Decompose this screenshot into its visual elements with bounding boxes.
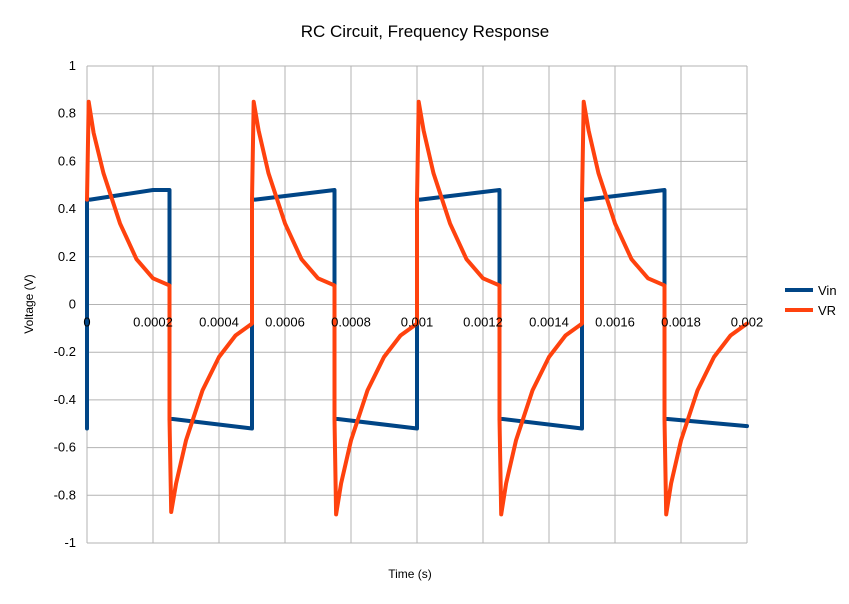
y-tick-label: -1 <box>64 535 76 550</box>
x-tick-label: 0.0004 <box>199 315 239 330</box>
series-line-vr <box>85 99 749 517</box>
x-tick-label: 0.0006 <box>265 315 305 330</box>
y-tick-label: -0.8 <box>54 487 76 502</box>
x-tick-label: 0.0012 <box>463 315 503 330</box>
y-axis-title: Voltage (V) <box>22 274 36 333</box>
y-tick-label: 0.4 <box>58 201 76 216</box>
y-tick-label: 1 <box>69 58 76 73</box>
x-tick-label: 0 <box>83 315 90 330</box>
tick-labels: 1 0.8 0.6 0.4 0.2 0 -0.2 -0.4 -0.6 -0.8 -1 0 0.0002 0… <box>54 58 764 550</box>
x-tick-label: 0.002 <box>731 315 764 330</box>
x-tick-label: 0.0018 <box>661 315 701 330</box>
x-axis-title: Time (s) <box>388 567 432 581</box>
y-tick-label: 0.6 <box>58 153 76 168</box>
legend: Vin VR <box>785 283 837 318</box>
y-tick-label: 0.2 <box>58 249 76 264</box>
y-tick-label: 0.8 <box>58 106 76 121</box>
x-tick-label: 0.0016 <box>595 315 635 330</box>
legend-label-vr: VR <box>818 303 836 318</box>
x-tick-label: 0.0002 <box>133 315 173 330</box>
series-line-vin <box>85 188 749 431</box>
y-tick-label: -0.6 <box>54 440 76 455</box>
x-tick-label: 0.001 <box>401 315 434 330</box>
x-tick-label: 0.0008 <box>331 315 371 330</box>
chart-title: RC Circuit, Frequency Response <box>301 22 549 41</box>
x-tick-label: 0.0014 <box>529 315 569 330</box>
y-tick-label: 0 <box>69 297 76 312</box>
series-lines <box>85 99 749 517</box>
legend-label-vin: Vin <box>818 283 837 298</box>
y-tick-label: -0.4 <box>54 392 76 407</box>
y-tick-label: -0.2 <box>54 344 76 359</box>
